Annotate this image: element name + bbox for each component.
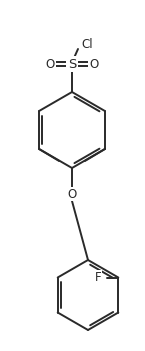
Text: F: F bbox=[95, 271, 101, 284]
Text: Cl: Cl bbox=[81, 38, 93, 51]
Text: O: O bbox=[45, 58, 55, 71]
Text: O: O bbox=[67, 187, 77, 200]
Text: S: S bbox=[68, 58, 76, 71]
Text: O: O bbox=[89, 58, 99, 71]
